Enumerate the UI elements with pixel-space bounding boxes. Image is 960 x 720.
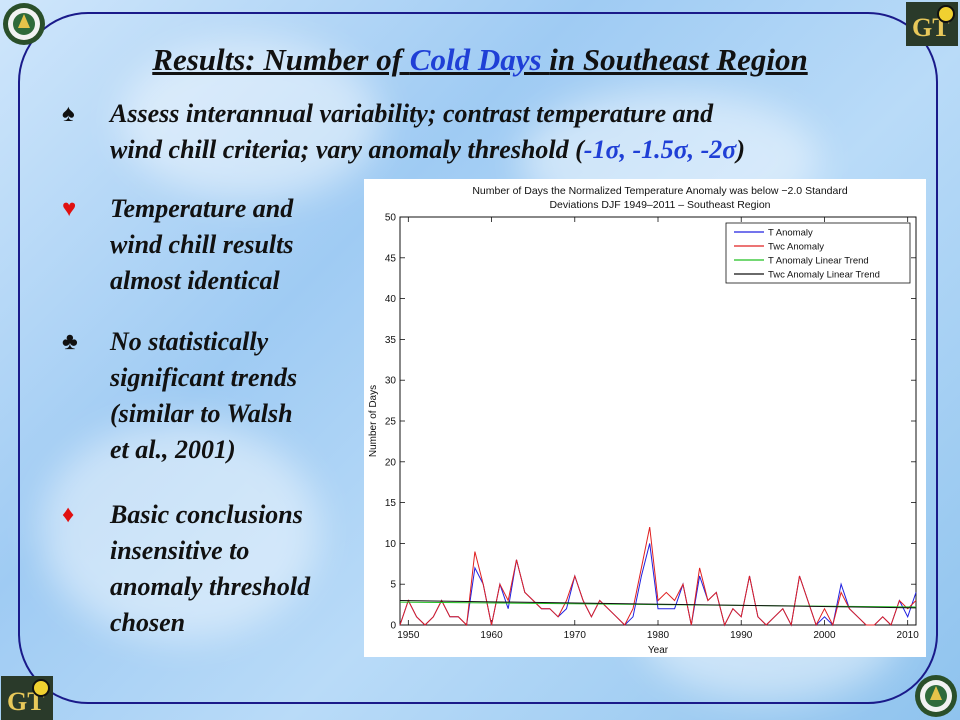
- y-tick-label: 25: [385, 417, 397, 428]
- title-link-cold-days[interactable]: Cold Days: [409, 42, 550, 77]
- x-tick-label: 1980: [647, 630, 670, 641]
- y-tick-label: 0: [390, 621, 396, 632]
- bullet-4-line: chosen: [110, 608, 186, 637]
- bullet-3-line: (similar to Walsh: [110, 399, 293, 428]
- bullet-2-line: almost identical: [110, 266, 280, 295]
- georgia-tech-logo-icon: GT: [1, 676, 53, 720]
- club-bullet-icon: ♣: [62, 329, 78, 355]
- y-tick-label: 15: [385, 498, 397, 509]
- bullet-2: ♥ Temperature and wind chill results alm…: [62, 191, 364, 299]
- x-tick-label: 1960: [480, 630, 503, 641]
- legend-label: T Anomaly: [768, 228, 813, 239]
- x-tick-label: 2000: [813, 630, 836, 641]
- x-tick-label: 2010: [897, 630, 920, 641]
- legend-label: Twc Anomaly Linear Trend: [768, 270, 880, 281]
- chart-legend: T Anomaly Twc Anomaly T Anomaly Linear Tre…: [725, 222, 911, 284]
- y-tick-label: 40: [385, 294, 397, 305]
- bullet-3: ♣ No statistically significant trends (s…: [62, 324, 364, 468]
- slide-title: Results: Number of Cold Days in Southeas…: [152, 42, 808, 77]
- x-axis-label: Year: [648, 645, 669, 656]
- bullet-1-line-2: wind chill criteria; vary anomaly thresh…: [110, 135, 745, 164]
- bullet-4: ♦ Basic conclusions insensitive to anoma…: [62, 497, 364, 641]
- y-tick-label: 10: [385, 539, 397, 550]
- series-line-3: [399, 600, 917, 609]
- y-tick-label: 50: [385, 213, 397, 224]
- doe-seal-icon: [3, 3, 45, 45]
- legend-label: Twc Anomaly: [768, 242, 824, 253]
- heart-bullet-icon: ♥: [62, 196, 77, 222]
- bullet-3-line: No statistically: [110, 327, 269, 356]
- x-tick-label: 1970: [564, 630, 587, 641]
- bullet-1: ♠ Assess interannual variability; contra…: [62, 96, 924, 168]
- chart-title: Number of Days the Normalized Temperatur…: [472, 185, 848, 197]
- bullet-2-line: Temperature and: [110, 194, 294, 223]
- bullet-1-line-1: Assess interannual variability; contrast…: [110, 99, 714, 128]
- cold-days-line-chart: Number of Days the Normalized Temperatur…: [364, 179, 926, 657]
- x-tick-label: 1950: [397, 630, 420, 641]
- x-tick-label: 1990: [730, 630, 753, 641]
- chart-subtitle: Deviations DJF 1949–2011 – Southeast Reg…: [549, 199, 770, 211]
- bullet-2-line: wind chill results: [110, 230, 294, 259]
- y-axis-label: Number of Days: [368, 385, 379, 457]
- y-tick-label: 5: [390, 580, 396, 591]
- y-tick-label: 45: [385, 253, 397, 264]
- legend-label: T Anomaly Linear Trend: [768, 256, 869, 267]
- y-tick-label: 35: [385, 335, 397, 346]
- bullet-4-line: anomaly threshold: [110, 572, 311, 601]
- plot-area: [399, 216, 917, 626]
- y-tick-label: 20: [385, 457, 397, 468]
- bullet-3-line: et al., 2001): [110, 435, 236, 464]
- diamond-bullet-icon: ♦: [62, 502, 75, 528]
- georgia-tech-logo-icon: GT: [906, 2, 958, 46]
- bullet-3-line: significant trends: [110, 363, 298, 392]
- bullet-4-line: insensitive to: [110, 536, 250, 565]
- y-tick-label: 30: [385, 376, 397, 387]
- series-line-1: [399, 527, 917, 627]
- spade-bullet-icon: ♠: [62, 101, 75, 127]
- slide-frame: [18, 12, 938, 704]
- bullet-4-line: Basic conclusions: [110, 500, 303, 529]
- doe-seal-icon: [915, 675, 957, 717]
